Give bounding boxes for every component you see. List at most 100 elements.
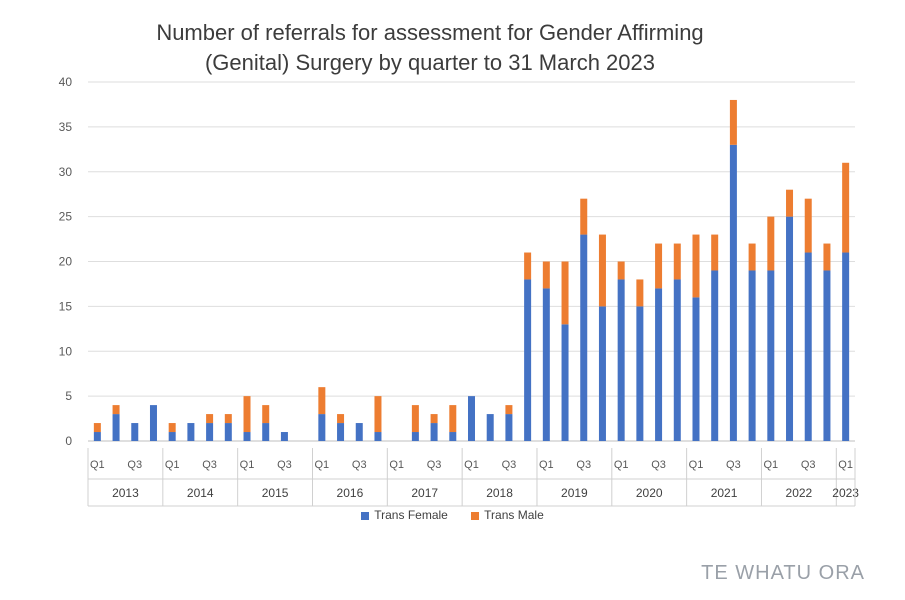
x-quarter-label: Q3 [202,459,217,471]
x-year-label: 2018 [486,486,513,500]
x-quarter-label: Q1 [838,459,853,471]
bar-trans-female [823,270,831,441]
x-quarter-label: Q1 [389,459,404,471]
bar-trans-male [318,387,326,415]
x-quarter-label: Q1 [539,459,554,471]
bar-trans-female [168,432,176,441]
bar-trans-male [655,243,663,289]
legend-item-trans-male: Trans Male [471,508,544,522]
bar-trans-female [337,423,345,441]
bar-trans-female [374,432,382,441]
bar-trans-female [262,423,270,441]
x-year-label: 2023 [832,486,859,500]
y-tick-label: 15 [59,299,73,313]
x-quarter-label: Q1 [165,459,180,471]
chart-title: Number of referrals for assessment for G… [90,18,770,78]
x-quarter-label: Q1 [240,459,255,471]
bar-trans-male [262,405,270,424]
bar-trans-female [318,414,326,441]
bar-trans-female [430,423,438,441]
bar-trans-female [636,306,644,441]
bar-trans-male [823,243,831,271]
bar-trans-male [337,414,345,424]
bar-trans-female [187,423,195,441]
bar-trans-female [93,432,101,441]
bar-trans-female [505,414,513,441]
y-tick-label: 10 [59,344,73,358]
bar-trans-female [617,279,625,441]
x-year-label: 2016 [337,486,364,500]
bar-trans-male [748,243,756,271]
bar-trans-male [580,198,588,235]
bar-trans-female [224,423,232,441]
bar-trans-male [804,198,812,253]
x-quarter-label: Q3 [801,459,816,471]
bar-trans-female [561,324,569,441]
bar-trans-female [598,306,606,441]
legend-label-trans-female: Trans Female [374,508,448,522]
bar-trans-female [542,288,550,441]
bar-trans-female [411,432,419,441]
x-year-label: 2014 [187,486,214,500]
bar-trans-male [561,261,569,325]
bar-trans-female [748,270,756,441]
x-quarter-label: Q3 [277,459,292,471]
bar-trans-male [786,189,794,217]
bar-trans-female [711,270,719,441]
bar-trans-female [655,288,663,441]
x-quarter-label: Q1 [614,459,629,471]
bar-trans-male [542,261,550,289]
chart-title-line-2: (Genital) Surgery by quarter to 31 March… [204,50,655,75]
bar-trans-female [842,252,850,441]
bar-trans-male [112,405,120,415]
x-quarter-label: Q3 [127,459,142,471]
bar-trans-male [505,405,513,415]
x-quarter-label: Q1 [90,459,105,471]
bar-trans-female [486,414,494,441]
bar-trans-male [206,414,214,424]
y-tick-label: 35 [59,120,73,134]
x-year-label: 2017 [411,486,438,500]
x-quarter-label: Q1 [314,459,329,471]
legend-item-trans-female: Trans Female [361,508,448,522]
x-year-label: 2022 [786,486,813,500]
y-tick-label: 5 [65,389,72,403]
bar-trans-female [580,234,588,441]
bar-trans-female [206,423,214,441]
bar-trans-female [355,423,363,441]
x-year-label: 2015 [262,486,289,500]
chart-title-line-1: Number of referrals for assessment for G… [156,20,704,45]
bar-trans-male [168,423,176,433]
x-quarter-label: Q1 [689,459,704,471]
x-year-label: 2020 [636,486,663,500]
bar-trans-male [673,243,681,280]
y-tick-label: 0 [65,434,72,448]
y-tick-label: 40 [59,75,73,89]
bar-trans-female [767,270,775,441]
bar-trans-female [280,432,288,441]
bar-trans-male [767,216,775,271]
legend-swatch-trans-female [361,511,370,520]
legend-label-trans-male: Trans Male [484,508,544,522]
bar-trans-male [224,414,232,424]
bar-trans-female [786,216,794,441]
bar-trans-male [692,234,700,298]
bar-trans-female [804,252,812,441]
bar-trans-male [617,261,625,280]
x-year-label: 2013 [112,486,139,500]
bar-trans-male [411,405,419,433]
x-year-label: 2019 [561,486,588,500]
x-quarter-label: Q1 [464,459,479,471]
bar-trans-female [692,297,700,441]
bar-trans-female [112,414,120,441]
bar-trans-male [524,252,532,280]
x-quarter-label: Q3 [576,459,591,471]
bar-trans-male [93,423,101,433]
y-tick-label: 20 [59,255,73,269]
bar-trans-male [636,279,644,307]
bar-trans-male [842,162,850,253]
bar-trans-female [468,396,475,441]
bar-trans-female [673,279,681,441]
bar-trans-male [449,405,457,433]
